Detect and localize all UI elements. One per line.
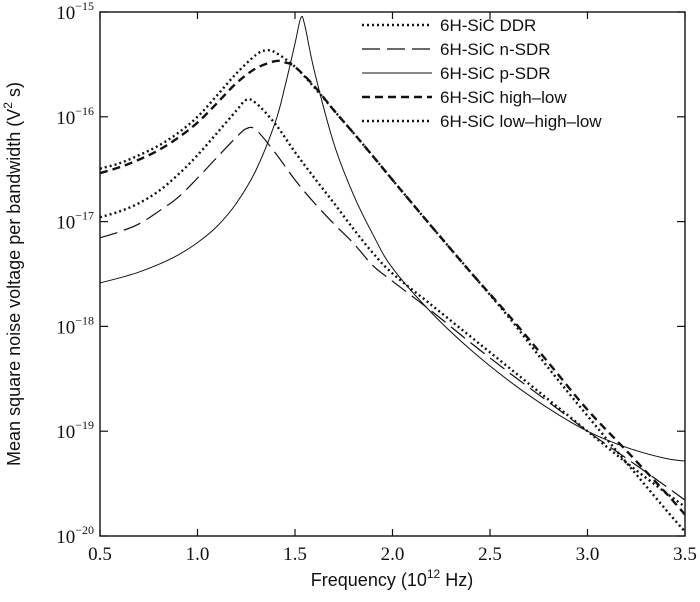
x-tick-label: 2.0: [381, 544, 405, 565]
legend-label: 6H-SiC low–high–low: [440, 112, 602, 131]
x-tick-label: 3.0: [576, 544, 600, 565]
y-tick-label: 10−15: [56, 0, 94, 24]
x-axis-title: Frequency (1012 Hz): [311, 567, 473, 590]
series-line-2: [100, 126, 685, 501]
y-tick-label: 10−17: [56, 209, 94, 234]
legend-label: 6H-SiC DDR: [440, 16, 536, 35]
x-tick-label: 1.5: [283, 544, 307, 565]
y-tick-label: 10−18: [56, 313, 94, 338]
x-tick-label: 0.5: [88, 544, 112, 565]
y-tick-label: 10−19: [56, 418, 94, 443]
axis-ticks: 0.5 1.0 1.5 2.0 2.5 3.0 3.5 10−15 10−16 10−17 10−1…: [56, 0, 697, 565]
y-axis-title-superscript: 2: [1, 102, 15, 109]
x-tick-label: 3.5: [673, 544, 697, 565]
series-layer: [100, 15, 685, 533]
legend-label: 6H-SiC n-SDR: [440, 40, 551, 59]
legend-label: 6H-SiC high–low: [440, 88, 567, 107]
y-tick-label: 10−16: [56, 104, 94, 129]
series-line-3: [100, 15, 685, 462]
legend: 6H-SiC DDR 6H-SiC n-SDR 6H-SiC p-SDR 6H-SiC…: [362, 16, 602, 131]
x-tick-label: 2.5: [478, 544, 502, 565]
y-axis-title: Mean square noise voltage per bandwidth …: [1, 82, 24, 466]
series-line-5: [100, 98, 685, 508]
x-tick-label: 1.0: [186, 544, 210, 565]
legend-label: 6H-SiC p-SDR: [440, 64, 551, 83]
series-line-4: [100, 59, 685, 516]
x-axis-title-superscript: 12: [427, 567, 441, 581]
y-tick-label: 10−20: [56, 523, 94, 548]
